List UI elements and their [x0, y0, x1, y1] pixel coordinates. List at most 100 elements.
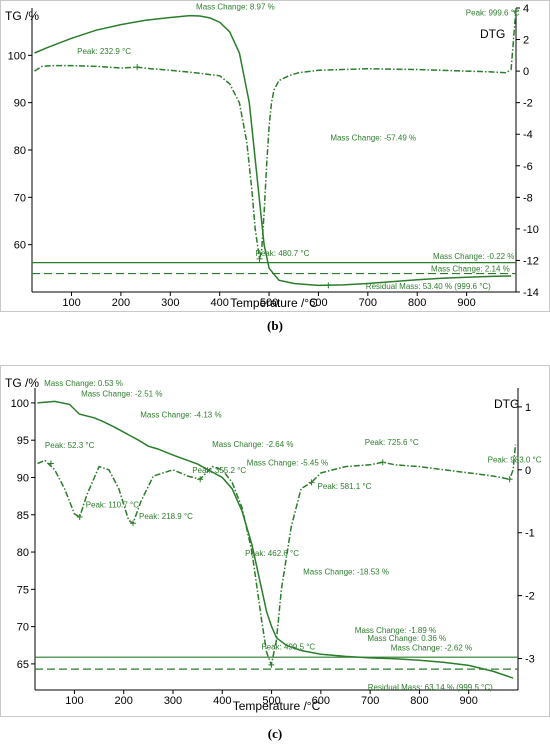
- annotation-label: Peak: 232.9 °C: [77, 47, 131, 56]
- y-tick-label-right: -10: [523, 224, 539, 236]
- y-tick-label-right: -14: [523, 287, 539, 299]
- y-tick-label-right: -6: [523, 161, 533, 173]
- peak-marker: [197, 476, 204, 483]
- x-tick-label: 800: [410, 695, 428, 707]
- x-tick-label: 100: [65, 695, 83, 707]
- annotation-label: Mass Change: 0.36 %: [367, 634, 446, 643]
- x-axis-title: Temperature /°C: [233, 699, 321, 713]
- x-tick-label: 100: [62, 297, 80, 309]
- panel-frame: [0, 365, 550, 717]
- y-tick-label-right: -8: [523, 192, 533, 204]
- annotation-label: Peak: 499.5 °C: [261, 643, 315, 652]
- y-tick-label-left: 70: [17, 622, 29, 634]
- annotation-label: Peak: 355.2 °C: [192, 466, 246, 475]
- annotation-label: Residual Mass: 63.14 % (999.5 °C): [368, 683, 493, 692]
- x-tick-label: 200: [112, 297, 130, 309]
- y-tick-label-left: 90: [14, 98, 26, 110]
- annotation-label: Peak: 725.6 °C: [365, 438, 419, 447]
- annotation-label: Mass Change: 8.97 %: [196, 3, 275, 12]
- peak-marker: [379, 459, 386, 466]
- annotation-label: Peak: 110.7 °C: [86, 500, 140, 509]
- y-tick-label-left: 80: [17, 547, 29, 559]
- chart-panel-c: 100 200 300 400 500 600 700 800 900 65 70 75 80 85 90 9…: [0, 365, 550, 741]
- y-tick-label-right: 2: [523, 35, 529, 47]
- y2-axis-title: DTG: [494, 397, 519, 411]
- x-tick-label: 600: [309, 297, 327, 309]
- dtg-curve: [37, 444, 517, 668]
- annotation-label: Peak: 52.3 °C: [45, 441, 95, 450]
- y-tick-label-right: 0: [525, 465, 531, 477]
- y-tick-label-left: 100: [11, 398, 29, 410]
- peak-marker: [506, 476, 513, 483]
- annotation-label: Peak: 218.9 °C: [139, 512, 193, 521]
- peak-marker: [130, 520, 137, 527]
- figure-caption: (b): [267, 318, 283, 333]
- x-tick-label: 800: [408, 297, 426, 309]
- y-axis-title: TG /%: [5, 376, 39, 390]
- y-tick-label-right: 0: [523, 66, 529, 78]
- annotation-label: Mass Change: -1.89 %: [355, 626, 436, 635]
- y-tick-label-left: 65: [17, 659, 29, 671]
- annotation-label: Mass Change: -0.22 %: [433, 252, 514, 261]
- annotation-label: Mass Change: 2.14 %: [431, 264, 510, 273]
- y-tick-label-right: -1: [525, 528, 535, 540]
- tg-curve: [37, 400, 514, 679]
- figure-caption: (c): [268, 726, 282, 741]
- y-tick-label-left: 60: [14, 240, 26, 252]
- annotation-label: Peak: 480.7 °C: [256, 249, 310, 258]
- peak-marker: [256, 255, 263, 262]
- peak-marker: [325, 282, 332, 289]
- y-tick-label-right: -2: [523, 98, 533, 110]
- chart-panel-b: 100 200 300 400 500 600 700 800 900 60 70 80 90 100 4 2…: [0, 0, 550, 333]
- y2-axis-title: DTG: [480, 27, 505, 41]
- x-tick-label: 600: [312, 695, 330, 707]
- x-tick-label: 900: [460, 695, 478, 707]
- x-tick-label: 400: [213, 695, 231, 707]
- y-tick-label-left: 90: [17, 472, 29, 484]
- y-tick-label-right: -2: [525, 591, 535, 603]
- y-tick-label-left: 70: [14, 192, 26, 204]
- annotation-label: Mass Change: -18.53 %: [303, 567, 389, 576]
- y-tick-label-right: -3: [525, 654, 535, 666]
- x-tick-label: 900: [457, 297, 475, 309]
- x-tick-label: 500: [260, 297, 278, 309]
- y-tick-label-right: 1: [525, 402, 531, 414]
- peak-marker: [76, 513, 83, 520]
- annotation-label: Peak: 983.0 °C: [488, 455, 542, 464]
- x-tick-label: 500: [262, 695, 280, 707]
- y-tick-label-right: 4: [523, 3, 529, 15]
- annotation-label: Mass Change: -4.13 %: [140, 410, 221, 419]
- annotation-label: Peak: 581.1 °C: [318, 482, 372, 491]
- x-tick-label: 300: [164, 695, 182, 707]
- annotation-label: Mass Change: -5.45 %: [247, 459, 328, 468]
- y-tick-label-right: -4: [523, 129, 533, 141]
- y-tick-label-left: 75: [17, 584, 29, 596]
- y-tick-label-left: 100: [8, 50, 26, 62]
- annotation-label: Peak: 999.6 °C: [466, 8, 520, 17]
- annotation-label: Peak: 462.6 °C: [245, 549, 299, 558]
- peak-marker: [512, 8, 519, 15]
- annotation-label: Mass Change: 0.53 %: [44, 379, 123, 388]
- peak-marker: [308, 479, 315, 486]
- annotation-label: Mass Change: -2.62 %: [391, 643, 472, 652]
- y-tick-label-left: 95: [17, 435, 29, 447]
- x-tick-label: 200: [115, 695, 133, 707]
- y-tick-label-right: -12: [523, 255, 539, 267]
- annotation-label: Mass Change: -57.49 %: [330, 134, 416, 143]
- peak-marker: [268, 661, 275, 668]
- x-tick-label: 700: [361, 695, 379, 707]
- y-axis-title: TG /%: [5, 9, 39, 23]
- x-axis-title: Temperature /°C: [230, 296, 318, 310]
- tg-curve: [34, 14, 512, 287]
- annotation-label: Residual Mass: 53.40 % (999.6 °C): [366, 282, 491, 291]
- x-tick-label: 700: [359, 297, 377, 309]
- annotation-label: Mass Change: -2.64 %: [212, 440, 293, 449]
- x-tick-label: 300: [161, 297, 179, 309]
- annotation-label: Mass Change: -2.51 %: [81, 389, 162, 398]
- peak-marker: [47, 460, 54, 467]
- x-tick-label: 400: [210, 297, 228, 309]
- peak-marker: [134, 64, 141, 71]
- y-tick-label-left: 85: [17, 510, 29, 522]
- y-tick-label-left: 80: [14, 145, 26, 157]
